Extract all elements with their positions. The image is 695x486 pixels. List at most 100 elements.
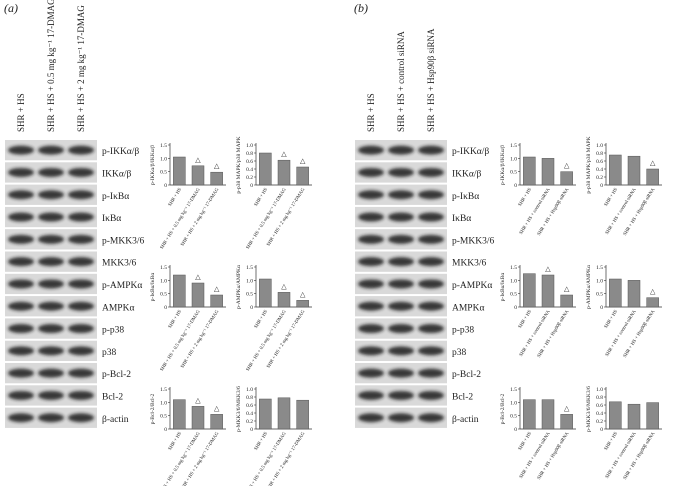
x-tick-label: SHR + HS [168, 309, 183, 329]
y-axis-label: p-IκBα/IκBα [150, 273, 156, 302]
blot-label: Bcl-2 [102, 392, 123, 402]
blot-label: p-IKKα/β [102, 147, 139, 157]
significance-mark: △ [300, 157, 306, 165]
x-tick-label: SHR + HS [604, 431, 619, 451]
significance-mark: △ [300, 290, 306, 298]
y-tick-label: 0.8 [596, 395, 603, 401]
blot-band [68, 279, 94, 289]
y-axis-label: p-p38 MAPK/p38 MAPK [236, 136, 242, 193]
bar [609, 154, 622, 186]
y-axis-label: p-Bcl-2/Bcl-2 [150, 393, 156, 424]
blot-band [68, 190, 94, 200]
blot-band [38, 234, 64, 244]
y-tick-label: 0.5 [160, 292, 167, 298]
y-tick-label: 0.5 [596, 292, 603, 298]
significance-mark: △ [195, 156, 201, 164]
bar [191, 406, 205, 430]
blot-band [388, 390, 414, 400]
bar [523, 273, 536, 308]
y-tick-label: 0.5 [160, 414, 167, 420]
x-tick-label: SHR + HS + 2 mg kg⁻¹ 17-DMAG [179, 186, 220, 247]
x-tick-label: SHR + HS [604, 309, 619, 329]
y-axis-label: p-AMPKα/AMPKα [236, 265, 242, 309]
significance-mark: △ [195, 396, 201, 404]
bar [191, 282, 205, 308]
y-tick-label: 1.0 [246, 387, 253, 393]
x-tick-label: SHR + HS + 0.5 mg kg⁻¹ 17-DMAG [245, 308, 288, 372]
bar [646, 297, 659, 308]
blot-band [418, 212, 444, 222]
blot-band [418, 346, 444, 356]
x-tick-label: SHR + HS + 0.5 mg kg⁻¹ 17-DMAG [245, 186, 288, 250]
y-axis-label: p-IKKα/β/IKKα/β [500, 145, 506, 185]
x-tick-label: SHR + HS [518, 309, 533, 329]
blot-label: p-Bcl-2 [452, 370, 481, 380]
y-tick-label: 0 [250, 183, 253, 189]
blot-band [358, 212, 384, 222]
y-tick-label: 0.8 [596, 151, 603, 157]
y-tick-label: 0 [600, 305, 603, 311]
blot-band [418, 301, 444, 311]
y-tick-label: 1.0 [246, 278, 253, 284]
y-axis-label: p-MKK3/6/MKK3/6 [586, 386, 592, 432]
bar [296, 399, 309, 430]
bar [210, 414, 223, 430]
y-tick-label: 0 [514, 427, 517, 433]
x-tick-label: SHR + HS [518, 431, 533, 451]
blot-band [388, 212, 414, 222]
blot-band [8, 368, 34, 378]
y-tick-label: 0.6 [596, 403, 603, 409]
blot-band [38, 190, 64, 200]
significance-mark: △ [564, 285, 570, 293]
y-axis-label: p-IκBα/IκBα [500, 273, 506, 302]
y-axis-label: p-AMPKα/AMPKα [586, 265, 592, 309]
blot-band [418, 413, 444, 423]
bar [541, 274, 555, 308]
y-tick-label: 0.2 [596, 175, 603, 181]
y-tick-label: 0.6 [246, 403, 253, 409]
bar [259, 278, 272, 308]
y-tick-label: 1.5 [510, 265, 517, 271]
y-axis-label: p-IKKα/β/IKKα/β [150, 145, 156, 185]
blot-label: p-p38 [102, 326, 124, 336]
blot-band [418, 324, 444, 334]
blot-label: p-AMPKα [102, 281, 142, 291]
blot-band [8, 346, 34, 356]
y-tick-label: 1.5 [160, 265, 167, 271]
blot-label: p-AMPKα [452, 281, 492, 291]
blot-band [8, 301, 34, 311]
y-tick-label: 0 [250, 427, 253, 433]
y-tick-label: 1.0 [596, 387, 603, 393]
significance-mark: △ [650, 288, 656, 296]
blot-band [358, 368, 384, 378]
y-tick-label: 0.8 [246, 151, 253, 157]
significance-mark: △ [281, 150, 287, 158]
x-tick-label: SHR + HS [254, 309, 269, 329]
blot-band [38, 301, 64, 311]
blot-label: IκBα [102, 214, 121, 224]
bar [646, 168, 659, 186]
y-tick-label: 1.5 [160, 387, 167, 393]
x-tick-label: SHR + HS [254, 187, 269, 207]
blot-band [358, 324, 384, 334]
blot-label: p-IκBα [102, 192, 129, 202]
bar [523, 156, 536, 186]
blot-band [418, 234, 444, 244]
y-tick-label: 0.4 [246, 411, 253, 417]
bar [560, 294, 573, 308]
bar [627, 403, 641, 430]
lane-label: SHR + HS + 0.5 mg kg⁻¹ 17-DMAG [46, 0, 56, 132]
bar [277, 159, 291, 186]
blot-label: Bcl-2 [452, 392, 473, 402]
blot-band [8, 390, 34, 400]
blot-band [68, 167, 94, 177]
y-tick-label: 0 [164, 305, 167, 311]
blot-band [38, 413, 64, 423]
blot-band [418, 167, 444, 177]
blot-label: β-actin [102, 415, 129, 425]
bar [296, 300, 309, 308]
y-tick-label: 1.0 [510, 156, 517, 162]
blot-band [358, 301, 384, 311]
y-tick-label: 1.5 [596, 265, 603, 271]
